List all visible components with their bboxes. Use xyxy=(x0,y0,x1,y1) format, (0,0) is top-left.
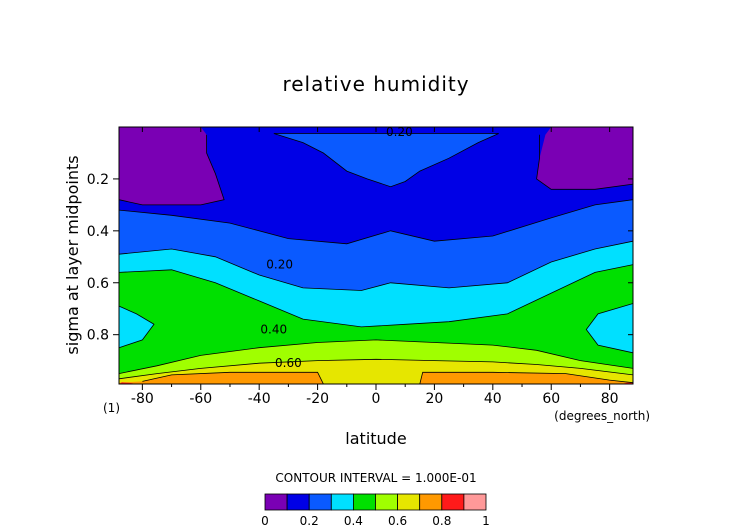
contour-line-4 xyxy=(118,240,634,291)
colorbar-swatch-6 xyxy=(397,493,421,511)
colorbar-tick-label-5: 1 xyxy=(482,514,490,528)
contour-lines-layer xyxy=(118,133,634,385)
colorbar-tick-label-1: 0.2 xyxy=(300,514,319,528)
x-tick-label-7: 60 xyxy=(542,391,560,407)
x-axis-label: latitude xyxy=(345,429,406,448)
x-tick-label-5: 20 xyxy=(425,391,443,407)
y-axis-footnote: (1) xyxy=(103,401,120,415)
colorbar-tick-label-3: 0.6 xyxy=(388,514,407,528)
band-8-region-1 xyxy=(419,372,633,384)
x-axis: -80 -60 -40 -20 0 20 40 60 80 xyxy=(131,127,619,407)
y-axis: 0.2 0.4 0.6 0.8 xyxy=(87,172,633,344)
x-tick-label-0: -80 xyxy=(131,391,154,407)
chart-title: relative humidity xyxy=(282,72,469,96)
band-5-region-0 xyxy=(119,306,154,348)
x-tick-label-2: -40 xyxy=(248,391,271,407)
contour-line-0 xyxy=(118,134,225,206)
x-tick-label-1: -60 xyxy=(189,391,212,407)
colorbar-tick-label-4: 0.8 xyxy=(432,514,451,528)
x-tick-label-4: 0 xyxy=(372,391,381,407)
colorbar-swatch-5 xyxy=(375,493,399,511)
contour-label-3: 0.60 xyxy=(275,356,302,370)
colorbar-swatch-2 xyxy=(308,493,332,511)
contour-line-5 xyxy=(118,264,634,328)
contour-interval-label: CONTOUR INTERVAL = 1.000E-01 xyxy=(275,471,476,485)
x-tick-label-3: -20 xyxy=(306,391,329,407)
contour-label-0: 0.20 xyxy=(386,125,413,139)
y-tick-label-2: 0.6 xyxy=(87,276,109,292)
contour-line-1 xyxy=(536,134,634,190)
band-8-region-0 xyxy=(119,372,324,384)
contour-line-7 xyxy=(585,303,634,354)
colorbar: 0 0.2 0.4 0.6 0.8 1 xyxy=(261,493,490,528)
x-tick-label-6: 40 xyxy=(484,391,502,407)
contour-labels-layer: 0.20 0.20 0.40 0.60 xyxy=(260,125,412,370)
colorbar-swatch-7 xyxy=(419,493,443,511)
contour-label-1: 0.20 xyxy=(266,258,293,272)
y-tick-label-0: 0.2 xyxy=(87,172,109,188)
colorbar-tick-label-0: 0 xyxy=(261,514,269,528)
contour-line-10 xyxy=(142,371,324,385)
colorbar-swatch-4 xyxy=(352,493,376,511)
contour-line-9 xyxy=(118,358,634,380)
contour-line-8 xyxy=(118,339,634,374)
y-axis-label: sigma at layer midpoints xyxy=(63,155,82,354)
x-tick-label-8: 80 xyxy=(601,391,619,407)
y-tick-label-3: 0.8 xyxy=(87,328,109,344)
contour-line-11 xyxy=(419,371,634,385)
colorbar-tick-label-2: 0.4 xyxy=(344,514,363,528)
x-axis-units: (degrees_north) xyxy=(554,409,650,423)
colorbar-swatch-9 xyxy=(463,493,487,511)
contour-line-2 xyxy=(118,199,634,245)
contour-label-2: 0.40 xyxy=(260,322,287,336)
band-2-region-1 xyxy=(273,133,499,187)
band-5-region-1 xyxy=(586,303,633,353)
colorbar-swatch-1 xyxy=(286,493,310,511)
colorbar-swatch-8 xyxy=(441,493,465,511)
contour-line-3 xyxy=(273,133,499,188)
colorbar-swatch-3 xyxy=(330,493,354,511)
colorbar-swatch-0 xyxy=(264,493,288,511)
y-tick-label-1: 0.4 xyxy=(87,224,109,240)
contour-line-6 xyxy=(118,305,155,349)
contour-fill-layer xyxy=(119,127,633,384)
